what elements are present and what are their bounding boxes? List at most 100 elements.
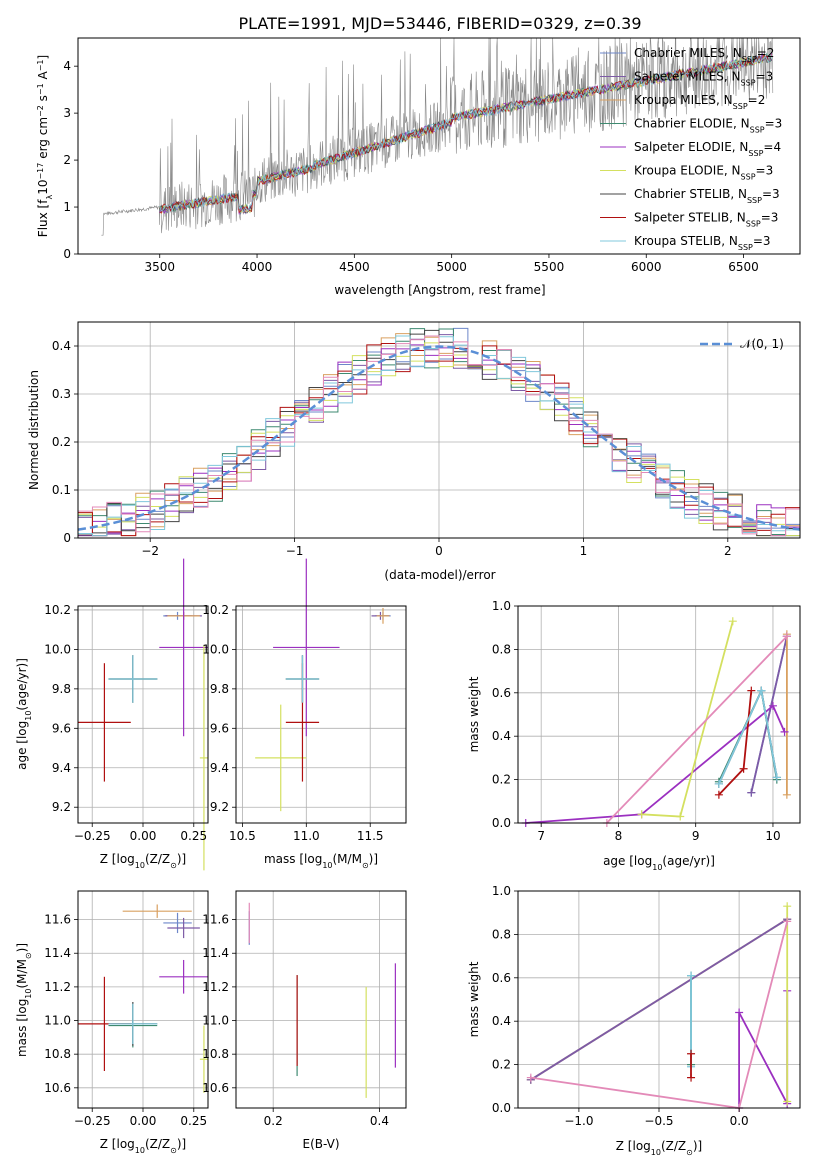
- x-tick-label: −1: [286, 544, 304, 558]
- label-part: age [log: [15, 721, 29, 770]
- x-tick-label: 6500: [728, 260, 759, 274]
- y-tick-label: 11.0: [44, 1014, 71, 1028]
- y-tick-label: 11.6: [202, 913, 229, 927]
- y-axis-label: age [log10(age/yr)]: [15, 658, 33, 770]
- weight-line-salpeter_miles: [530, 918, 788, 1081]
- weight-marker-salpeter_stelib: [739, 764, 748, 773]
- y-tick-label: 0.3: [52, 387, 71, 401]
- label-part: 10: [24, 988, 33, 998]
- y-tick-label: 0: [63, 531, 71, 545]
- y-axis-label: mass [log10(M/M⊙)]: [15, 943, 33, 1057]
- legend-entry: Salpeter STELIB, NSSP=3: [634, 211, 778, 229]
- label-part: )]: [693, 1139, 702, 1153]
- weight-marker-kroupa_elodie: [637, 810, 646, 819]
- label-part: SSP: [733, 102, 748, 111]
- label-part: Chabrier MILES, N: [634, 46, 742, 60]
- x-tick-label: 11.0: [293, 829, 320, 843]
- label-part: =3: [753, 234, 771, 248]
- label-part: =3: [765, 117, 783, 131]
- y-tick-label: 0: [63, 247, 71, 261]
- label-part: (age/yr)]: [662, 854, 714, 868]
- label-part: mass [log: [15, 999, 29, 1057]
- weight-marker-kroupa_elodie: [676, 812, 685, 821]
- y-tick-label: 10.8: [202, 1047, 229, 1061]
- label-part: (Z/Z: [661, 1139, 686, 1153]
- label-part: 10: [135, 1146, 145, 1155]
- x-tick-label: 0: [435, 544, 443, 558]
- label-part: −1: [36, 59, 45, 71]
- normal-curve: [77, 345, 801, 531]
- legend-entry: Chabrier STELIB, NSSP=3: [634, 187, 780, 205]
- label-part: Kroupa STELIB, N: [634, 234, 738, 248]
- residual-histogram-panel: −2 −1 0 1 2 0 0.1 0.2 0.3 0.4 (data-model)/error No…: [27, 321, 801, 582]
- weight-marker-kroupa_stelib: [757, 686, 766, 695]
- label-part: erg cm: [36, 117, 50, 163]
- label-part: Kroupa ELODIE, N: [634, 164, 741, 178]
- axes-frame: [77, 37, 801, 255]
- y-tick-label: 0.6: [492, 686, 511, 700]
- x-axis-label: wavelength [Angstrom, rest frame]: [334, 283, 545, 297]
- x-tick-label: 4000: [242, 260, 273, 274]
- y-tick-label: 9.8: [210, 682, 229, 696]
- label-part: Salpeter STELIB, N: [634, 211, 746, 225]
- axes-frame: [235, 605, 407, 824]
- label-part: 10: [24, 711, 33, 721]
- y-tick-label: 2: [63, 153, 71, 167]
- label-part: SSP: [741, 78, 756, 87]
- weight-marker-salpeter_stelib: [687, 1073, 696, 1082]
- y-tick-label: 0.2: [492, 1058, 511, 1072]
- y-tick-label: 4: [63, 59, 71, 73]
- label-part: 10: [652, 863, 662, 872]
- y-tick-label: 9.4: [210, 761, 229, 775]
- model-spectrum-kroupa_stelib: [159, 52, 772, 213]
- x-axis-label: Z [log10(Z/Z⊙)]: [616, 1139, 702, 1157]
- age-vs-mass-panel: 10.5 11.0 11.5 9.2 9.4 9.6 9.8 10.0 10.2 mass [lo…: [202, 558, 407, 870]
- y-tick-label: 11.0: [202, 1014, 229, 1028]
- weight-marker-salpeter_miles: [747, 788, 756, 797]
- y-tick-label: 0.8: [492, 927, 511, 941]
- label-part: age [log: [603, 854, 652, 868]
- x-tick-label: 0.25: [180, 1114, 207, 1128]
- weight-marker-kroupa_elodie: [783, 902, 792, 911]
- label-part: =3: [756, 70, 774, 84]
- weight-line-salpeter_elodie: [525, 704, 786, 824]
- x-axis-label: age [log10(age/yr)]: [603, 854, 715, 872]
- x-tick-label: 0.00: [130, 1114, 157, 1128]
- y-tick-label: 10.6: [44, 1081, 71, 1095]
- label-part: Chabrier ELODIE, N: [634, 117, 750, 131]
- y-tick-label: 0.0: [492, 1101, 511, 1115]
- weight-marker-kroupa_miles_alt: [526, 1073, 535, 1082]
- y-tick-label: 10.2: [44, 603, 71, 617]
- label-part: Z [log: [616, 1139, 651, 1153]
- label-part: ]: [36, 55, 50, 60]
- x-tick-label: 2: [724, 544, 732, 558]
- weight-marker-kroupa_elodie: [728, 617, 737, 626]
- spectrum-panel: 3500 4000 4500 5000 5500 6000 6500 0 1 2 3 4 wavelen…: [36, 37, 801, 297]
- label-part: SSP: [738, 243, 753, 252]
- label-part: Flux [f: [36, 199, 50, 237]
- weight-marker-kroupa_miles_alt: [782, 632, 791, 641]
- weight-marker-salpeter_elodie: [780, 727, 789, 736]
- x-tick-label: −2: [141, 544, 159, 558]
- x-tick-label: −0.5: [644, 1114, 673, 1128]
- x-tick-label: 7: [537, 829, 545, 843]
- y-axis-label: mass weight: [467, 676, 481, 752]
- x-tick-label: −1.0: [564, 1114, 593, 1128]
- label-part: )]: [177, 1137, 186, 1151]
- label-part: Salpeter MILES, N: [634, 70, 741, 84]
- figure-title: PLATE=1991, MJD=53446, FIBERID=0329, z=0…: [238, 14, 641, 33]
- x-axis-label: Z [log10(Z/Z⊙)]: [100, 852, 186, 870]
- label-part: Chabrier STELIB, N: [634, 187, 747, 201]
- label-part: −2: [36, 105, 45, 117]
- label-part: SSP: [748, 149, 763, 158]
- age-vs-metallicity-panel: −0.25 0.00 0.259.29.49.69.810.010.2Z [log1…: [15, 558, 209, 871]
- label-part: ⊙: [686, 1148, 693, 1157]
- label-part: 10: [135, 861, 145, 870]
- label-part: s: [36, 95, 50, 105]
- label-part: SSP: [746, 219, 761, 228]
- y-tick-label: 10.2: [202, 603, 229, 617]
- x-tick-label: 10: [765, 829, 780, 843]
- x-tick-label: 0.0: [730, 1114, 749, 1128]
- y-tick-label: 11.4: [44, 946, 71, 960]
